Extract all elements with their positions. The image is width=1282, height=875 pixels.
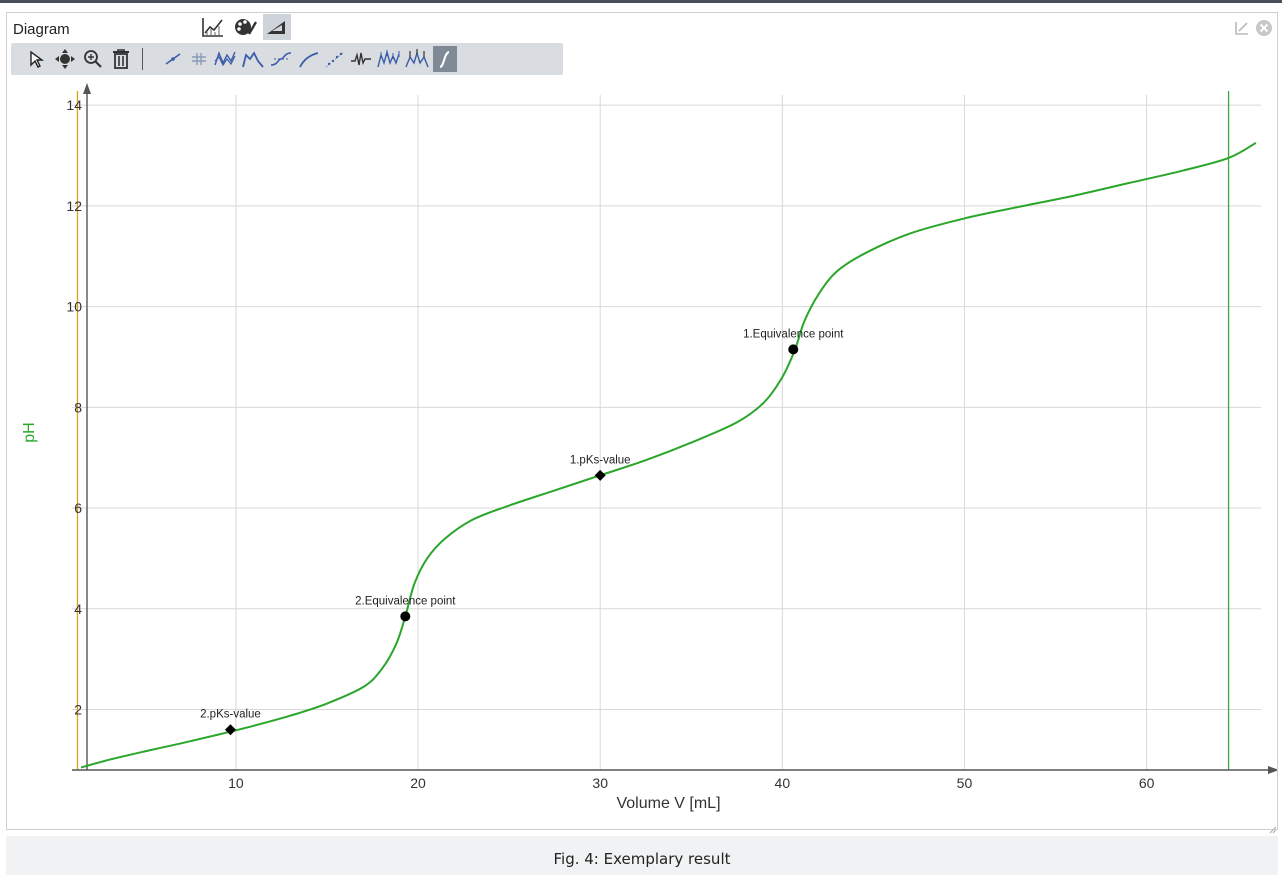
point-label: 2.pKs-value — [200, 709, 261, 721]
titration-curve — [80, 141, 1257, 769]
y-tick-label: 6 — [74, 500, 82, 516]
measure-triangle-icon[interactable] — [263, 14, 291, 40]
trash-icon[interactable] — [109, 46, 133, 72]
figure-caption: Fig. 4: Exemplary result — [553, 850, 731, 868]
x-axis-arrow — [1268, 766, 1277, 774]
x-tick-label: 40 — [775, 775, 791, 791]
scatter-fit-icon[interactable] — [323, 46, 347, 72]
app-top-border — [0, 0, 1282, 3]
waveform-icon[interactable] — [349, 46, 373, 72]
y-axis-arrow — [83, 83, 91, 94]
x-tick-label: 20 — [410, 775, 426, 791]
peak-icon[interactable] — [241, 46, 265, 72]
x-tick-label: 60 — [1139, 775, 1155, 791]
x-tick-label: 10 — [228, 775, 244, 791]
diagram-toolbar — [11, 43, 563, 75]
peaks-icon[interactable] — [377, 46, 401, 72]
hash-icon[interactable] — [187, 46, 211, 72]
titration-icon[interactable] — [433, 46, 457, 72]
zoom-icon[interactable] — [81, 46, 105, 72]
x-tick-label: 30 — [592, 775, 608, 791]
y-tick-label: 4 — [74, 601, 82, 617]
resize-grip[interactable] — [1267, 819, 1277, 834]
y-axis-label: pH — [21, 422, 38, 442]
window-title: Diagram — [13, 21, 70, 38]
line-chart-icon[interactable] — [199, 14, 227, 40]
tangent-icon[interactable] — [161, 46, 185, 72]
equivalence-marker — [788, 344, 799, 355]
window-titlebar: Diagram — [7, 13, 1277, 43]
titration-chart[interactable]: 10 20 30 40 50 60 2 4 6 8 10 12 14 Volume V [mL] pH 2.p… — [7, 75, 1277, 831]
x-tick-label: 50 — [957, 775, 973, 791]
sigmoid-icon[interactable] — [269, 46, 293, 72]
point-label: 2.Equivalence point — [355, 595, 456, 607]
pks-marker — [594, 469, 606, 481]
point-label: 1.pKs-value — [570, 454, 631, 466]
close-circle-icon[interactable] — [1255, 19, 1273, 37]
y-tick-label: 10 — [66, 299, 82, 315]
diagram-window: Diagram — [6, 12, 1278, 834]
y-tick-label: 8 — [74, 399, 82, 415]
y-tick-label: 2 — [74, 702, 82, 718]
point-label: 1.Equivalence point — [743, 328, 844, 340]
y-tick-label: 12 — [66, 198, 82, 214]
multi-curve-icon[interactable] — [213, 46, 237, 72]
figure-caption-bar: Fig. 4: Exemplary result — [6, 836, 1278, 875]
pointer-icon[interactable] — [25, 46, 49, 72]
peaks-marker-icon[interactable] — [405, 46, 429, 72]
toolbar-separator — [142, 48, 143, 70]
palette-icon[interactable] — [231, 14, 259, 40]
undock-icon[interactable] — [1233, 19, 1251, 37]
y-tick-label: 14 — [66, 97, 82, 113]
smooth-curve-icon[interactable] — [297, 46, 321, 72]
move-icon[interactable] — [53, 46, 77, 72]
equivalence-marker — [400, 611, 411, 622]
x-axis-label: Volume V [mL] — [616, 795, 720, 812]
pks-marker — [224, 724, 236, 736]
